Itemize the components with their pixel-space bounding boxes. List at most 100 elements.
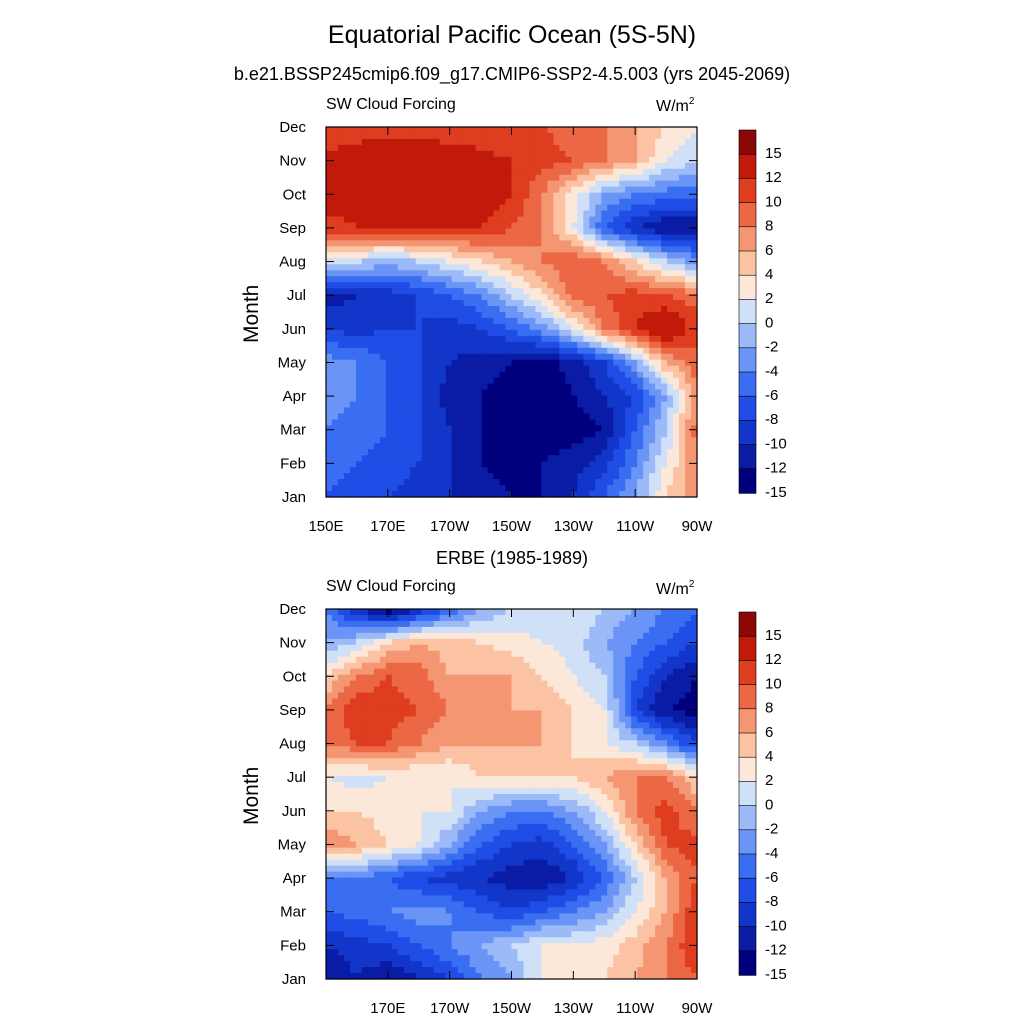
heatmap-cell <box>607 401 614 409</box>
heatmap-cell <box>691 276 698 283</box>
heatmap-cell <box>649 443 656 450</box>
heatmap-cell <box>631 222 638 230</box>
heatmap-cell <box>517 698 525 706</box>
heatmap-cell <box>673 323 680 331</box>
colorbar-label: 12 <box>765 169 782 186</box>
heatmap-cell <box>367 413 375 421</box>
heatmap-cell <box>619 479 626 486</box>
heatmap-cell <box>535 425 543 432</box>
heatmap-cell <box>421 162 429 170</box>
heatmap-cell <box>445 341 453 349</box>
heatmap-cell <box>685 431 692 438</box>
heatmap-cell <box>619 240 626 247</box>
heatmap-cell <box>331 198 339 206</box>
heatmap-cell <box>529 246 537 253</box>
heatmap-cell <box>445 656 453 664</box>
heatmap-cell <box>415 461 423 468</box>
heatmap-cell <box>463 216 471 224</box>
heatmap-cell <box>511 127 519 134</box>
heatmap-cell <box>349 650 357 658</box>
heatmap-cell <box>439 294 447 301</box>
heatmap-cell <box>691 264 698 271</box>
heatmap-cell <box>385 437 393 444</box>
heatmap-cell <box>367 449 375 456</box>
heatmap-cell <box>361 204 369 212</box>
heatmap-cell <box>343 168 351 176</box>
heatmap-cell <box>445 692 453 700</box>
heatmap-cell <box>601 353 608 361</box>
heatmap-cell <box>493 258 501 265</box>
heatmap-cell <box>607 210 614 218</box>
heatmap-cell <box>379 210 387 218</box>
heatmap-cell <box>505 668 513 676</box>
heatmap-cell <box>349 407 357 415</box>
heatmap-cell <box>379 264 387 271</box>
heatmap-cell <box>631 692 638 700</box>
heatmap-cell <box>655 264 662 271</box>
heatmap-cell <box>391 461 399 468</box>
heatmap-cell <box>433 365 441 373</box>
heatmap-cell <box>691 638 698 646</box>
heatmap-cell <box>337 413 345 421</box>
heatmap-cell <box>481 377 489 385</box>
heatmap-cell <box>547 377 554 385</box>
heatmap-cell <box>679 686 686 694</box>
heatmap-cell <box>415 485 423 492</box>
heatmap-cell <box>583 662 590 670</box>
heatmap-cell <box>589 455 596 462</box>
heatmap-cell <box>499 168 507 176</box>
heatmap-cell <box>367 431 375 438</box>
heatmap-cell <box>535 491 543 498</box>
heatmap-cell <box>427 419 435 426</box>
heatmap-cell <box>547 632 554 640</box>
heatmap-cell <box>463 413 471 421</box>
heatmap-cell <box>613 485 620 492</box>
heatmap-cell <box>505 127 513 134</box>
heatmap-cell <box>613 138 620 146</box>
heatmap-cell <box>349 270 357 277</box>
heatmap-cell <box>649 650 656 658</box>
heatmap-cell <box>499 264 507 271</box>
heatmap-cell <box>649 680 656 688</box>
heatmap-cell <box>517 407 525 415</box>
heatmap-cell <box>517 413 525 421</box>
heatmap-cell <box>523 413 531 421</box>
heatmap-cell <box>397 449 405 456</box>
heatmap-cell <box>553 234 560 241</box>
heatmap-cell <box>661 632 668 640</box>
heatmap-cell <box>355 180 363 188</box>
heatmap-cell <box>475 371 483 379</box>
heatmap-cell <box>379 419 387 426</box>
heatmap-cell <box>679 425 686 432</box>
heatmap-cell <box>613 353 620 361</box>
heatmap-cell <box>415 270 423 277</box>
heatmap-cell <box>355 650 363 658</box>
heatmap-cell <box>613 132 620 140</box>
heatmap-cell <box>487 674 495 682</box>
heatmap-cell <box>463 461 471 468</box>
heatmap-cell <box>463 329 471 337</box>
heatmap-cell <box>445 419 453 426</box>
heatmap-cell <box>649 323 656 331</box>
heatmap-cell <box>343 395 351 403</box>
heatmap-cell <box>625 210 632 218</box>
heatmap-cell <box>463 662 471 670</box>
heatmap-cell <box>571 395 578 403</box>
heatmap-cell <box>517 467 525 474</box>
heatmap-cell <box>691 228 698 236</box>
heatmap-cell <box>355 288 363 295</box>
heatmap-cell <box>595 156 602 164</box>
heatmap-cell <box>475 485 483 492</box>
heatmap-cell <box>451 180 459 188</box>
heatmap-cell <box>463 317 471 325</box>
heatmap-cell <box>571 156 578 164</box>
heatmap-cell <box>655 347 662 355</box>
heatmap-cell <box>415 258 423 265</box>
heatmap-cell <box>373 294 381 301</box>
heatmap-cell <box>415 371 423 379</box>
heatmap-cell <box>517 620 525 628</box>
heatmap-cell <box>583 455 590 462</box>
heatmap-cell <box>685 192 692 200</box>
heatmap-cell <box>505 479 513 486</box>
heatmap-cell <box>655 407 662 415</box>
